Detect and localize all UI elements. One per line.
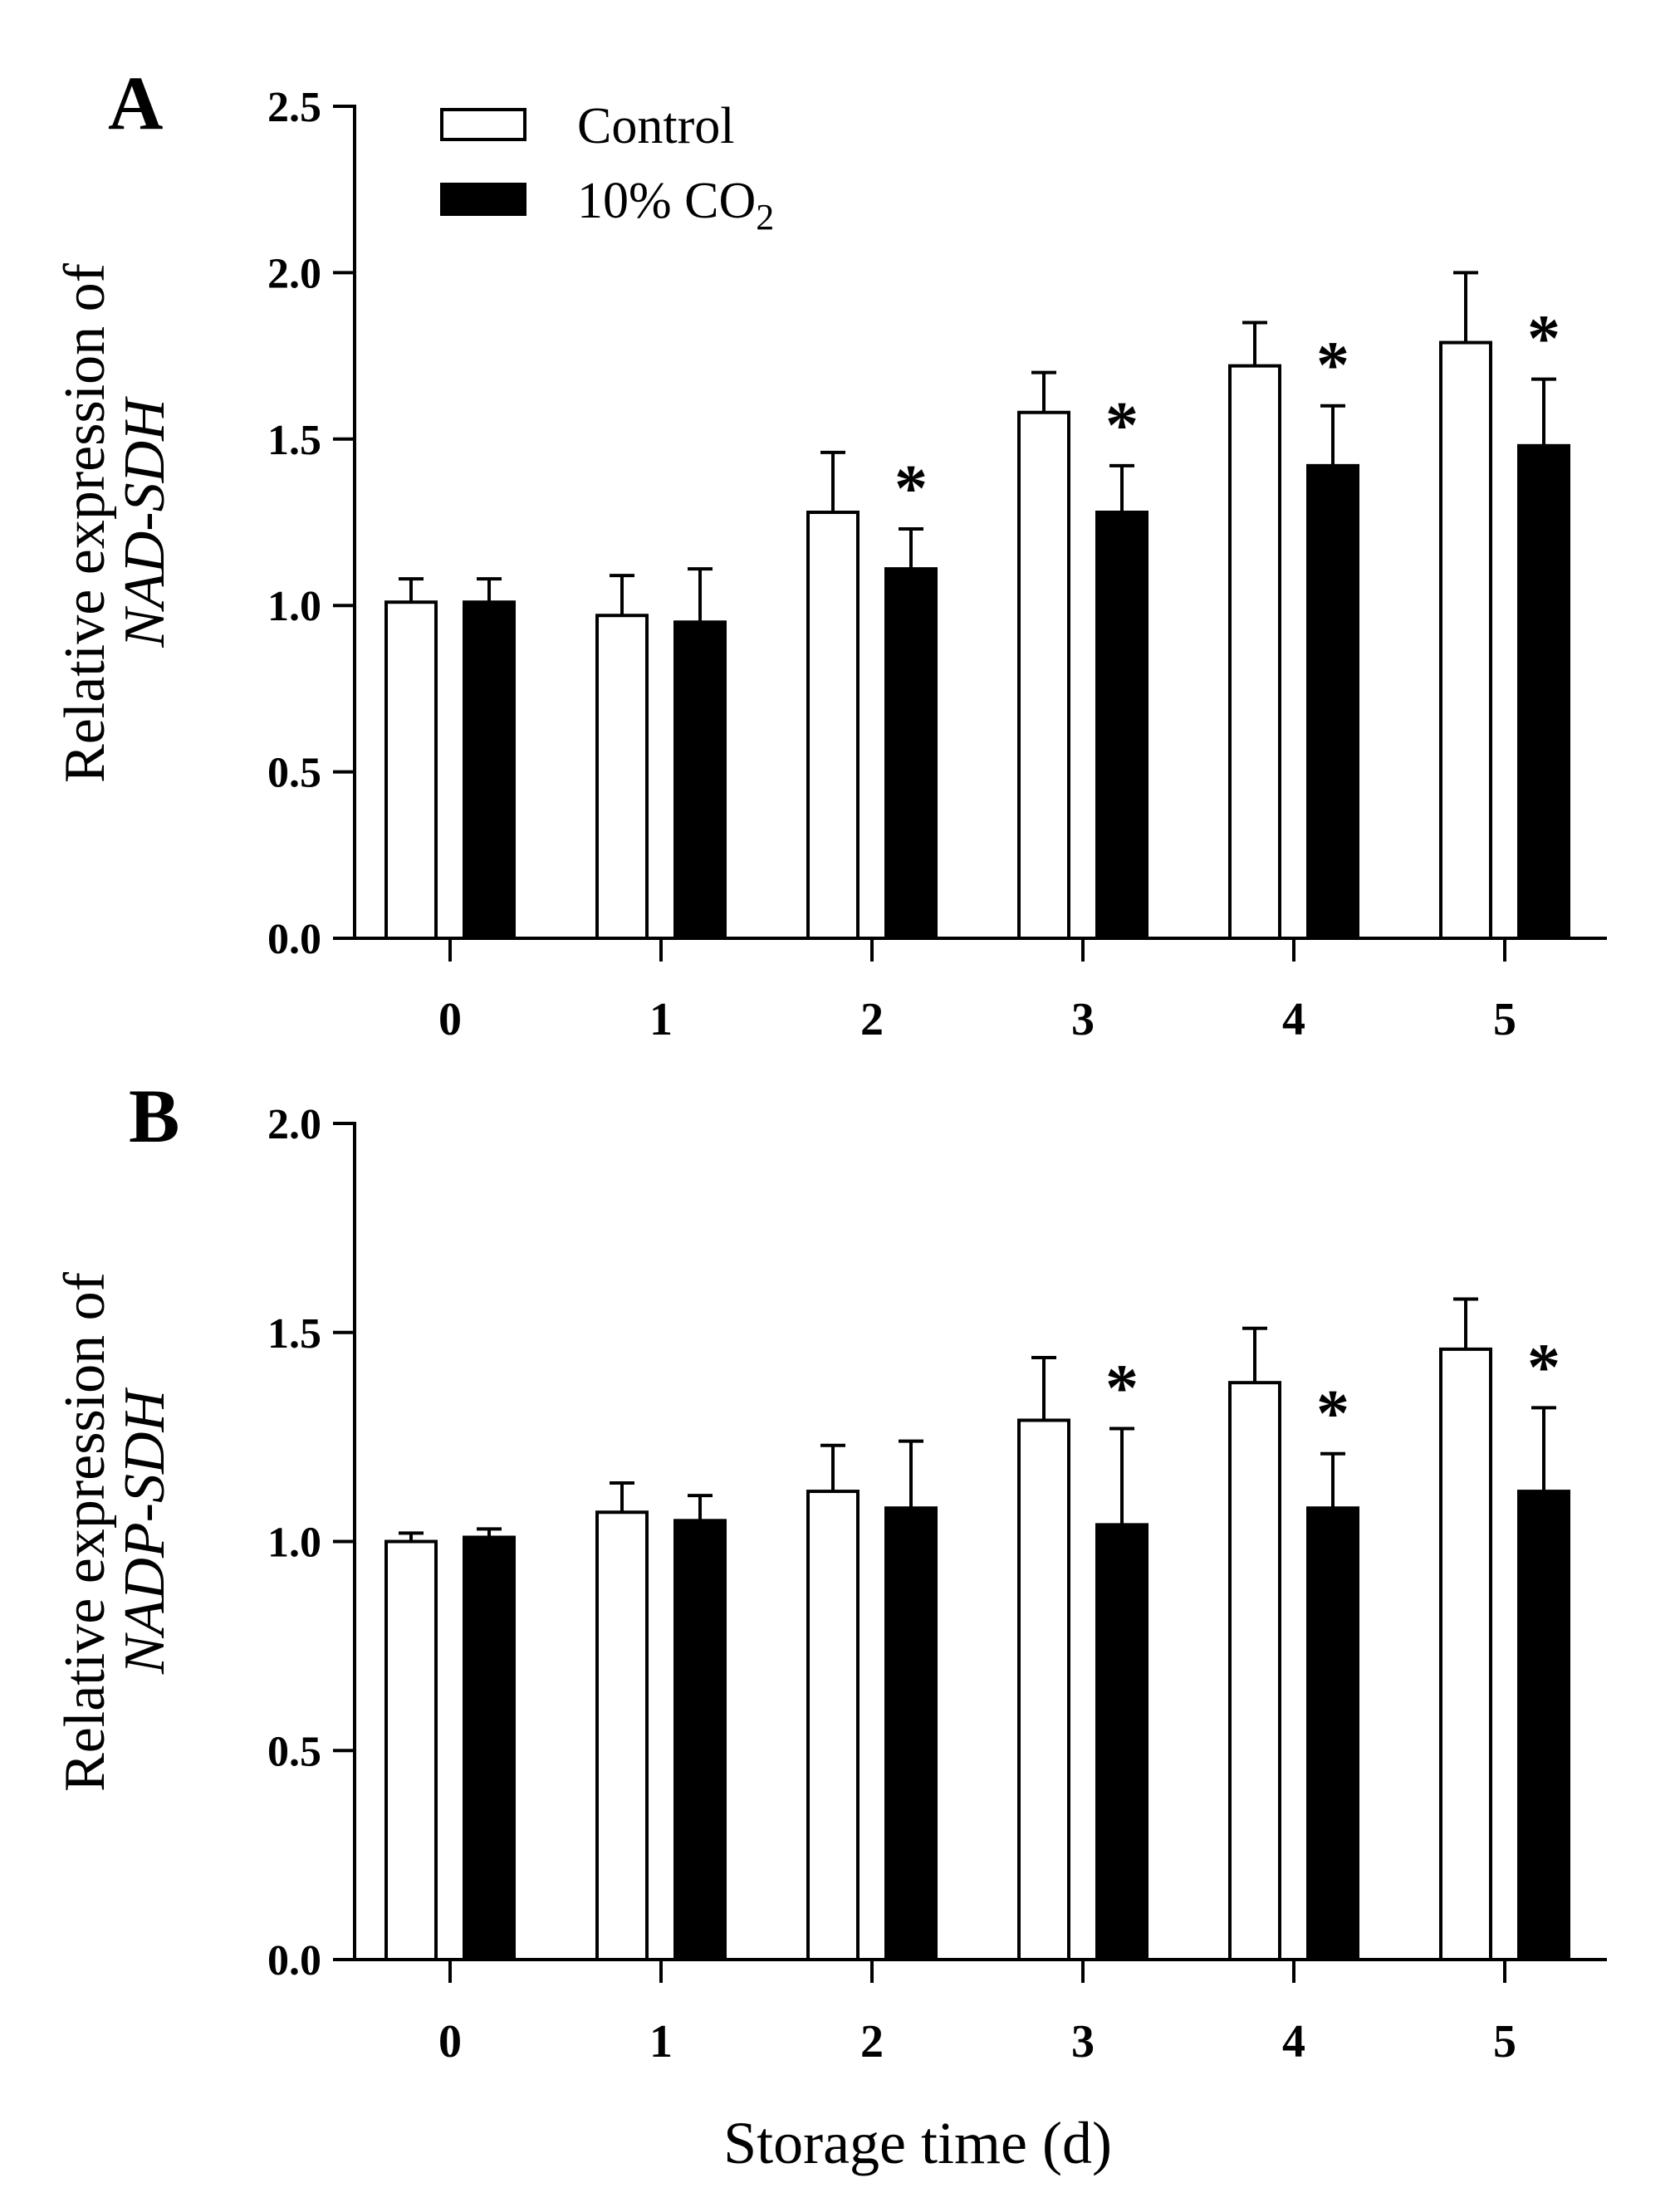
panel-b-ylabel-gene: NADP-SDH (113, 1387, 177, 1675)
panel-a-bar-control-2 (806, 510, 860, 940)
panel-b-bar-co2-3 (1095, 1523, 1149, 1961)
panel-b-y-tick-label: 1.0 (267, 1520, 321, 1567)
panel-a-bar-co2-1 (673, 620, 727, 940)
panel-b-plot: 0.0 0.5 1.0 1.5 2.0 0 1 2 3 4 5 * * * (267, 1101, 1607, 2068)
panel-a-x-tick-label: 4 (1282, 994, 1305, 1045)
panel-b-significance-star: * (1105, 1353, 1139, 1426)
panel-a-bar-control-3 (1017, 410, 1070, 940)
panel-a-x-tick-label: 2 (860, 994, 884, 1045)
panel-b-significance-star: * (1527, 1331, 1560, 1404)
legend-co2-label: 10% CO2 (577, 173, 774, 237)
panel-b-y-tick-label: 1.5 (267, 1310, 321, 1358)
panel-a-ylabel: Relative expression of NAD-SDH (53, 262, 177, 783)
panel-a-bar-control-0 (384, 600, 438, 941)
panel-a-significance-star: * (1105, 389, 1139, 462)
legend-co2-swatch (440, 183, 526, 216)
panel-b-bar-co2-2 (884, 1506, 938, 1961)
panel-b-x-tick-label: 3 (1071, 2016, 1095, 2068)
panel-a-bar-control-5 (1439, 340, 1492, 940)
panel-a-plot: 0.0 0.5 1.0 1.5 2.0 2.5 0 1 2 3 4 5 * * * * (267, 84, 1607, 1045)
panel-a-x-tick-label: 0 (438, 994, 462, 1045)
panel-a-bar-co2-3 (1095, 510, 1149, 940)
panel-b-bar-co2-4 (1306, 1506, 1359, 1961)
panel-b-ylabel-prefix: Relative expression of (53, 1271, 117, 1792)
panel-a-significance-star: * (1316, 330, 1349, 403)
panel-b-bar-co2-1 (673, 1519, 727, 1961)
panel-a-significance-star: * (1527, 303, 1560, 376)
panel-a-y-tick-label: 2.0 (267, 250, 321, 297)
panel-b-y-tick-label: 0.0 (267, 1937, 321, 1984)
panel-b-bar-control-3 (1017, 1418, 1070, 1961)
panel-b-x-tick-label: 2 (860, 2016, 884, 2068)
panel-a-x-tick-label: 1 (649, 994, 673, 1045)
legend: Control 10% CO2 (440, 98, 774, 237)
panel-b-bar-co2-0 (463, 1535, 516, 1961)
panel-a-bar-co2-5 (1517, 443, 1570, 940)
legend-control-label: Control (577, 98, 734, 154)
panel-a-y-tick-label: 1.0 (267, 583, 321, 630)
panel-b-y-tick-label: 2.0 (267, 1101, 321, 1148)
panel-a-y-tick-label: 0.0 (267, 916, 321, 963)
panel-a-ylabel-prefix: Relative expression of (53, 262, 117, 783)
panel-a-x-tick-label: 5 (1493, 994, 1516, 1045)
panel-b-bar-co2-5 (1517, 1490, 1570, 1961)
panel-a-bar-control-4 (1228, 364, 1281, 940)
panel-b-letter: B (129, 1074, 179, 1158)
legend-control-swatch (440, 108, 526, 141)
panel-a-letter: A (108, 61, 163, 145)
panel-a-bar-co2-2 (884, 567, 938, 940)
panel-b-bar-control-5 (1439, 1347, 1492, 1961)
panel-a-bar-co2-0 (463, 600, 516, 941)
panel-a-significance-star: * (894, 453, 928, 526)
panel-b-x-tick-label: 0 (438, 2016, 462, 2068)
panel-b-x-tick-label: 1 (649, 2016, 673, 2068)
panel-a-y-tick-label: 0.5 (267, 750, 321, 797)
panel-b-ylabel: Relative expression of NADP-SDH (53, 1271, 177, 1792)
panel-b-x-tick-label: 4 (1282, 2016, 1305, 2068)
x-axis-label: Storage time (d) (723, 2110, 1112, 2176)
panel-a-y-tick-label: 2.5 (267, 84, 321, 131)
panel-b-bar-control-1 (595, 1510, 649, 1961)
panel-b-significance-star: * (1316, 1378, 1349, 1451)
panel-a-ylabel-gene: NAD-SDH (113, 396, 177, 648)
panel-b-bar-control-0 (384, 1539, 438, 1961)
panel-b: B Relative expression of NADP-SDH 0.0 0.5… (53, 1074, 1607, 2068)
panel-a: A Relative expression of NAD-SDH 0.0 0.5 1… (53, 61, 1607, 1045)
panel-a-bar-co2-4 (1306, 463, 1359, 940)
panel-a-x-tick-label: 3 (1071, 994, 1095, 1045)
panel-b-bar-control-4 (1228, 1381, 1281, 1962)
panel-a-y-tick-label: 1.5 (267, 417, 321, 464)
panel-a-bar-control-1 (595, 614, 649, 940)
panel-b-bar-control-2 (806, 1490, 860, 1961)
panel-b-y-tick-label: 0.5 (267, 1728, 321, 1775)
panel-b-x-tick-label: 5 (1493, 2016, 1516, 2068)
